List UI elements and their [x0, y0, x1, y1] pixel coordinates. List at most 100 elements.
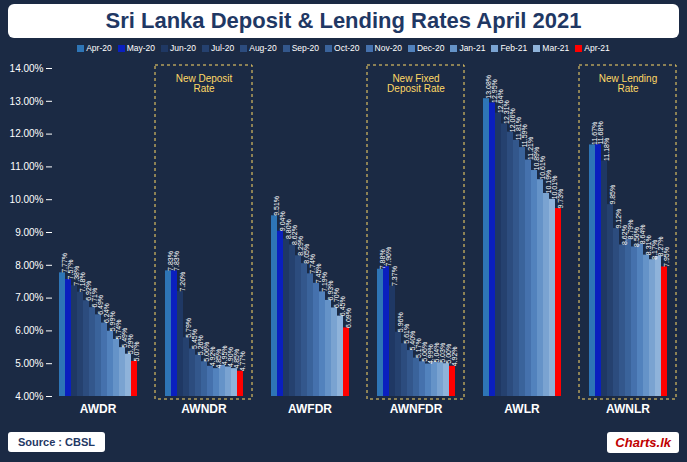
svg-text:5.04%: 5.04%	[432, 342, 440, 363]
html-text:Jun-20: Jun-20	[170, 43, 197, 53]
svg-text:5.74%: 5.74%	[114, 319, 122, 340]
svg-text:AWLR: AWLR	[504, 402, 540, 416]
svg-text:8.05%: 8.05%	[302, 243, 310, 264]
html-text:Sri Lanka Deposit & Lending Ra: Sri Lanka Deposit & Lending Rates April …	[105, 8, 582, 33]
svg-text:7.83%: 7.83%	[173, 251, 180, 271]
svg-text:12.31%: 12.31%	[502, 100, 510, 124]
svg-text:8.29%: 8.29%	[296, 235, 304, 256]
svg-text:6.45%: 6.45%	[338, 296, 346, 317]
svg-text:7.18%: 7.18%	[78, 272, 86, 293]
svg-text:5.45%: 5.45%	[190, 329, 198, 349]
svg-text:14.00%: 14.00%	[10, 63, 44, 74]
html-text:May-20: May-20	[126, 43, 156, 53]
svg-text:7.37%: 7.37%	[391, 266, 398, 286]
svg-text:6.00%: 6.00%	[15, 325, 43, 336]
svg-text:5.61%: 5.61%	[402, 323, 410, 344]
svg-text:AWNFDR: AWNFDR	[390, 402, 443, 416]
svg-text:6.09%: 6.09%	[345, 308, 352, 328]
svg-text:6.49%: 6.49%	[96, 295, 104, 315]
svg-text:9.51%: 9.51%	[272, 195, 280, 216]
svg-text:5.49%: 5.49%	[120, 327, 128, 348]
svg-text:7.88%: 7.88%	[378, 249, 386, 270]
svg-text:5.26%: 5.26%	[196, 335, 204, 356]
svg-text:8.80%: 8.80%	[284, 219, 292, 240]
html-text:Sep-20: Sep-20	[291, 43, 320, 53]
svg-text:12.00%: 12.00%	[10, 128, 44, 139]
html-text:Apr-20: Apr-20	[86, 43, 112, 53]
svg-text:New LendingRate: New LendingRate	[599, 73, 657, 94]
svg-text:4.95%: 4.95%	[220, 345, 228, 366]
svg-text:7.96%: 7.96%	[385, 247, 392, 267]
svg-text:7.83%: 7.83%	[166, 251, 174, 271]
svg-text:4.85%: 4.85%	[214, 348, 222, 369]
svg-text:5.17%: 5.17%	[414, 338, 422, 359]
svg-text:5.96%: 5.96%	[396, 312, 404, 333]
svg-text:New FixedDeposit Rate: New FixedDeposit Rate	[387, 73, 445, 94]
svg-text:5.06%: 5.06%	[420, 341, 428, 362]
svg-text:4.90%: 4.90%	[226, 347, 234, 367]
svg-text:6.70%: 6.70%	[332, 288, 340, 308]
svg-text:5.40%: 5.40%	[408, 330, 416, 351]
svg-text:13.00%: 13.00%	[10, 96, 44, 107]
svg-text:4.00%: 4.00%	[15, 391, 43, 402]
svg-text:9.73%: 9.73%	[557, 189, 564, 209]
svg-text:8.00%: 8.00%	[15, 260, 43, 271]
svg-text:9.85%: 9.85%	[609, 185, 616, 205]
svg-text:13.08%: 13.08%	[484, 74, 492, 99]
svg-text:7.74%: 7.74%	[308, 254, 316, 274]
html-text:Nov-20: Nov-20	[374, 43, 402, 53]
svg-text:7.38%: 7.38%	[72, 265, 80, 286]
svg-text:7.57%: 7.57%	[66, 259, 74, 280]
svg-text:11.18%: 11.18%	[603, 138, 610, 161]
svg-text:10.00%: 10.00%	[10, 194, 44, 205]
svg-text:7.95%: 7.95%	[663, 247, 670, 267]
html-text:Source : CBSL: Source : CBSL	[18, 436, 95, 448]
svg-text:5.00%: 5.00%	[444, 343, 452, 364]
html-text:Jul-20: Jul-20	[211, 43, 235, 53]
svg-text:4.77%: 4.77%	[239, 351, 246, 371]
svg-text:5.03%: 5.03%	[438, 342, 446, 363]
svg-text:11.00%: 11.00%	[10, 161, 43, 172]
svg-text:7.20%: 7.20%	[179, 272, 186, 292]
html-text:Aug-20: Aug-20	[249, 43, 277, 53]
svg-text:AWNDR: AWNDR	[181, 402, 227, 416]
svg-text:9.00%: 9.00%	[15, 227, 43, 238]
svg-text:AWNLR: AWNLR	[606, 402, 650, 416]
svg-text:4.85%: 4.85%	[232, 348, 240, 369]
svg-text:9.04%: 9.04%	[278, 211, 286, 232]
svg-text:4.92%: 4.92%	[451, 346, 458, 366]
svg-text:7.45%: 7.45%	[314, 263, 322, 284]
svg-text:12.64%: 12.64%	[496, 89, 504, 114]
svg-text:5.29%: 5.29%	[126, 334, 134, 355]
svg-text:7.00%: 7.00%	[15, 292, 43, 303]
svg-text:8.62%: 8.62%	[290, 225, 298, 245]
html-text:Feb-21: Feb-21	[500, 43, 528, 53]
svg-text:5.99%: 5.99%	[108, 311, 116, 332]
svg-text:5.79%: 5.79%	[184, 317, 192, 338]
html-text:Jan-21: Jan-21	[459, 43, 486, 53]
svg-text:7.19%: 7.19%	[320, 272, 328, 292]
svg-text:AWDR: AWDR	[80, 402, 117, 416]
html-text:Apr-21: Apr-21	[584, 43, 610, 53]
svg-text:11.59%: 11.59%	[520, 124, 528, 148]
svg-text:6.24%: 6.24%	[102, 303, 110, 323]
html-text:Mar-21: Mar-21	[542, 43, 570, 53]
html-text:Oct-20: Oct-20	[334, 43, 360, 53]
svg-text:11.21%: 11.21%	[526, 136, 534, 160]
html-text:Charts.lk: Charts.lk	[615, 434, 671, 450]
svg-text:4.99%: 4.99%	[426, 344, 434, 364]
svg-text:12.06%: 12.06%	[508, 108, 516, 133]
svg-text:11.81%: 11.81%	[514, 117, 522, 141]
svg-text:6.92%: 6.92%	[84, 280, 92, 301]
html-text:Dec-20: Dec-20	[417, 43, 445, 53]
svg-text:AWFDR: AWFDR	[288, 402, 332, 416]
svg-text:5.06%: 5.06%	[202, 341, 210, 362]
svg-text:5.00%: 5.00%	[15, 358, 43, 369]
svg-text:4.92%: 4.92%	[208, 346, 216, 367]
svg-text:6.93%: 6.93%	[326, 280, 334, 301]
svg-text:New DepositRate: New DepositRate	[176, 73, 233, 94]
svg-text:7.77%: 7.77%	[60, 253, 68, 273]
svg-text:5.07%: 5.07%	[133, 342, 140, 362]
svg-text:6.71%: 6.71%	[90, 287, 98, 308]
svg-text:12.95%: 12.95%	[490, 79, 498, 103]
